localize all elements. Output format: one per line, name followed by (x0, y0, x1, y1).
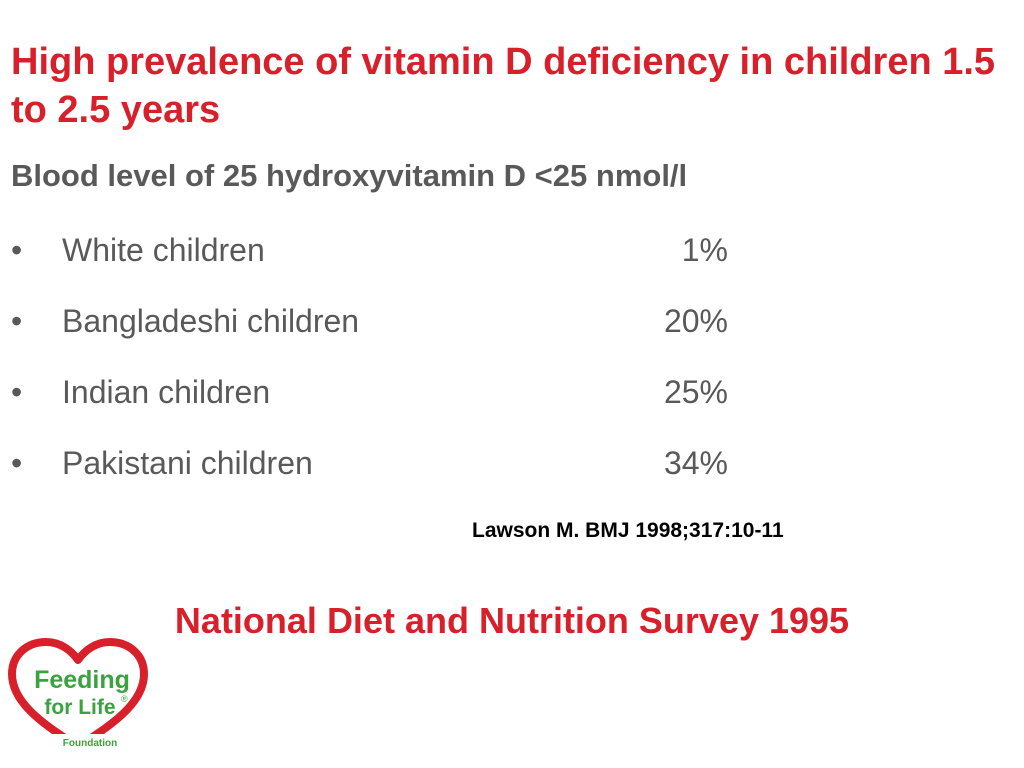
item-label: Pakistani children (62, 445, 313, 481)
survey-heading: National Diet and Nutrition Survey 1995 (174, 600, 850, 641)
bullet: • (11, 232, 23, 268)
item-label: Bangladeshi children (62, 303, 360, 339)
item-value: 1% (681, 232, 728, 268)
item-value: 20% (663, 303, 728, 339)
logo-registered-mark: ® (121, 694, 128, 704)
bullet: • (11, 445, 23, 481)
logo-text-for-life: for Life (44, 696, 115, 719)
citation: Lawson M. BMJ 1998;317:10-11 (472, 519, 784, 542)
feeding-for-life-logo: Feeding for Life ® Foundation (8, 638, 148, 750)
item-label: Indian children (62, 374, 271, 410)
logo-text-feeding: Feeding (34, 666, 130, 694)
bullet: • (11, 303, 23, 339)
item-value: 25% (663, 374, 728, 410)
logo-text-foundation: Foundation (63, 738, 117, 749)
item-value: 34% (663, 445, 728, 481)
heart-icon (8, 638, 148, 750)
slide-title: High prevalence of vitamin D deficiency … (11, 41, 996, 131)
bullet: • (11, 374, 23, 410)
slide-subtitle: Blood level of 25 hydroxyvitamin D <25 n… (11, 158, 688, 193)
item-label: White children (62, 232, 265, 268)
